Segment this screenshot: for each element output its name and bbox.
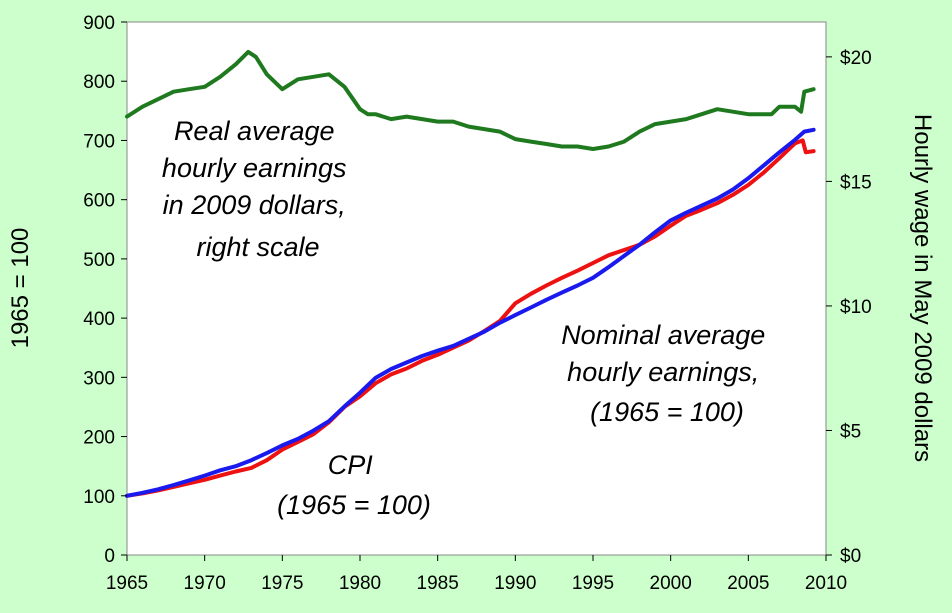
annotation-cpi-line-2: (1965 = 100) <box>277 490 431 520</box>
annotation-real-line-4: right scale <box>196 232 319 262</box>
series-line-cpi <box>125 127 816 498</box>
annotation-real-line-3: in 2009 dollars, <box>163 190 346 220</box>
axes-layer: 0 100 200 300 400 500 600 700 800 900 $0 $5 $10 $15 $2… <box>83 13 871 594</box>
right-tick-label: $5 <box>840 421 861 442</box>
annotation-cpi: CPI (1965 = 100) <box>277 450 431 520</box>
left-tick-label: 500 <box>83 250 115 271</box>
left-tick-label: 300 <box>83 368 115 389</box>
right-tick-label: $20 <box>840 48 872 69</box>
annotation-nominal-line-2: hourly earnings, <box>567 357 759 387</box>
x-tick-label: 2000 <box>650 573 692 594</box>
right-tick-label: $0 <box>840 546 861 567</box>
x-tick-label: 1980 <box>339 573 381 594</box>
annotation-cpi-line-1: CPI <box>328 450 374 480</box>
left-tick-label: 900 <box>83 13 115 34</box>
right-tick-label: $10 <box>840 297 872 318</box>
left-tick-label: 400 <box>83 309 115 330</box>
x-tick-label: 1965 <box>106 573 148 594</box>
annotation-nominal-earnings: Nominal average hourly earnings, (1965 =… <box>561 320 773 427</box>
x-tick-label: 2010 <box>805 573 847 594</box>
x-tick-label: 1975 <box>261 573 303 594</box>
x-tick-label: 1985 <box>417 573 459 594</box>
x-tick-label: 1995 <box>572 573 614 594</box>
series-line-real <box>125 49 816 151</box>
annotation-real-line-1: Real average <box>174 116 335 146</box>
plot-area <box>126 21 827 556</box>
annotation-nominal-line-3: (1965 = 100) <box>590 397 744 427</box>
left-tick-label: 800 <box>83 72 115 93</box>
annotation-real-earnings: Real average hourly earnings in 2009 dol… <box>162 116 354 262</box>
annotation-nominal-line-1: Nominal average <box>561 320 765 350</box>
left-tick-label: 200 <box>83 428 115 449</box>
right-axis-title: Hourly wage in May 2009 dollars <box>909 114 936 462</box>
left-axis-title: 1965 = 100 <box>7 228 34 349</box>
x-tick-label: 2005 <box>727 573 769 594</box>
annotation-real-line-2: hourly earnings <box>162 153 347 183</box>
left-tick-label: 0 <box>104 546 115 567</box>
left-tick-label: 100 <box>83 487 115 508</box>
right-tick-label: $15 <box>840 172 872 193</box>
left-tick-label: 600 <box>83 191 115 212</box>
x-tick-label: 1970 <box>184 573 226 594</box>
x-tick-label: 1990 <box>494 573 536 594</box>
series-layer <box>125 49 816 498</box>
left-tick-label: 700 <box>83 131 115 152</box>
